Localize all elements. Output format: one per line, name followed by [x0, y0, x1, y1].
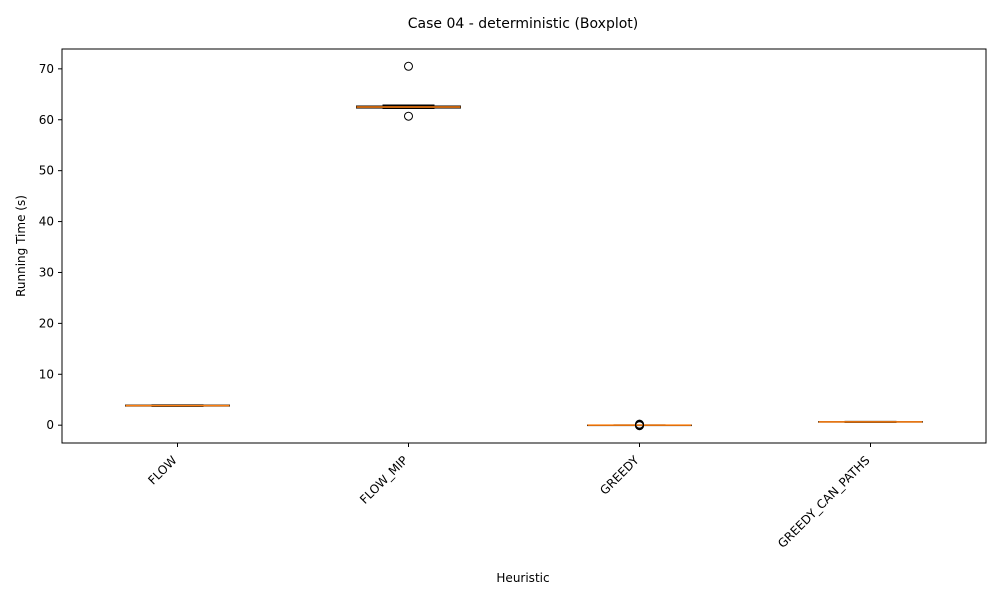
outlier-point-flow-mip — [404, 61, 413, 71]
y-tick-label: 60 — [39, 113, 54, 127]
x-axis-label: Heuristic — [496, 571, 549, 585]
outlier-point-greedy — [635, 421, 644, 431]
y-tick-label: 50 — [39, 164, 54, 178]
outlier-point-flow-mip — [404, 111, 413, 121]
y-axis-label: Running Time (s) — [14, 195, 28, 297]
y-tick-label: 10 — [39, 367, 54, 381]
x-tick-label: GREEDY — [597, 453, 642, 498]
y-tick-label: 0 — [46, 418, 54, 432]
y-tick-label: 30 — [39, 265, 54, 279]
x-tick-label: FLOW — [145, 453, 179, 487]
y-tick-label: 40 — [39, 215, 54, 229]
x-tick-label: GREEDY_CAN_PATHS — [775, 453, 873, 551]
y-tick-label: 20 — [39, 316, 54, 330]
y-tick-label: 70 — [39, 62, 54, 76]
x-tick-label: FLOW_MIP — [357, 453, 410, 506]
plot-frame — [61, 48, 987, 444]
chart-title: Case 04 - deterministic (Boxplot) — [408, 16, 638, 32]
